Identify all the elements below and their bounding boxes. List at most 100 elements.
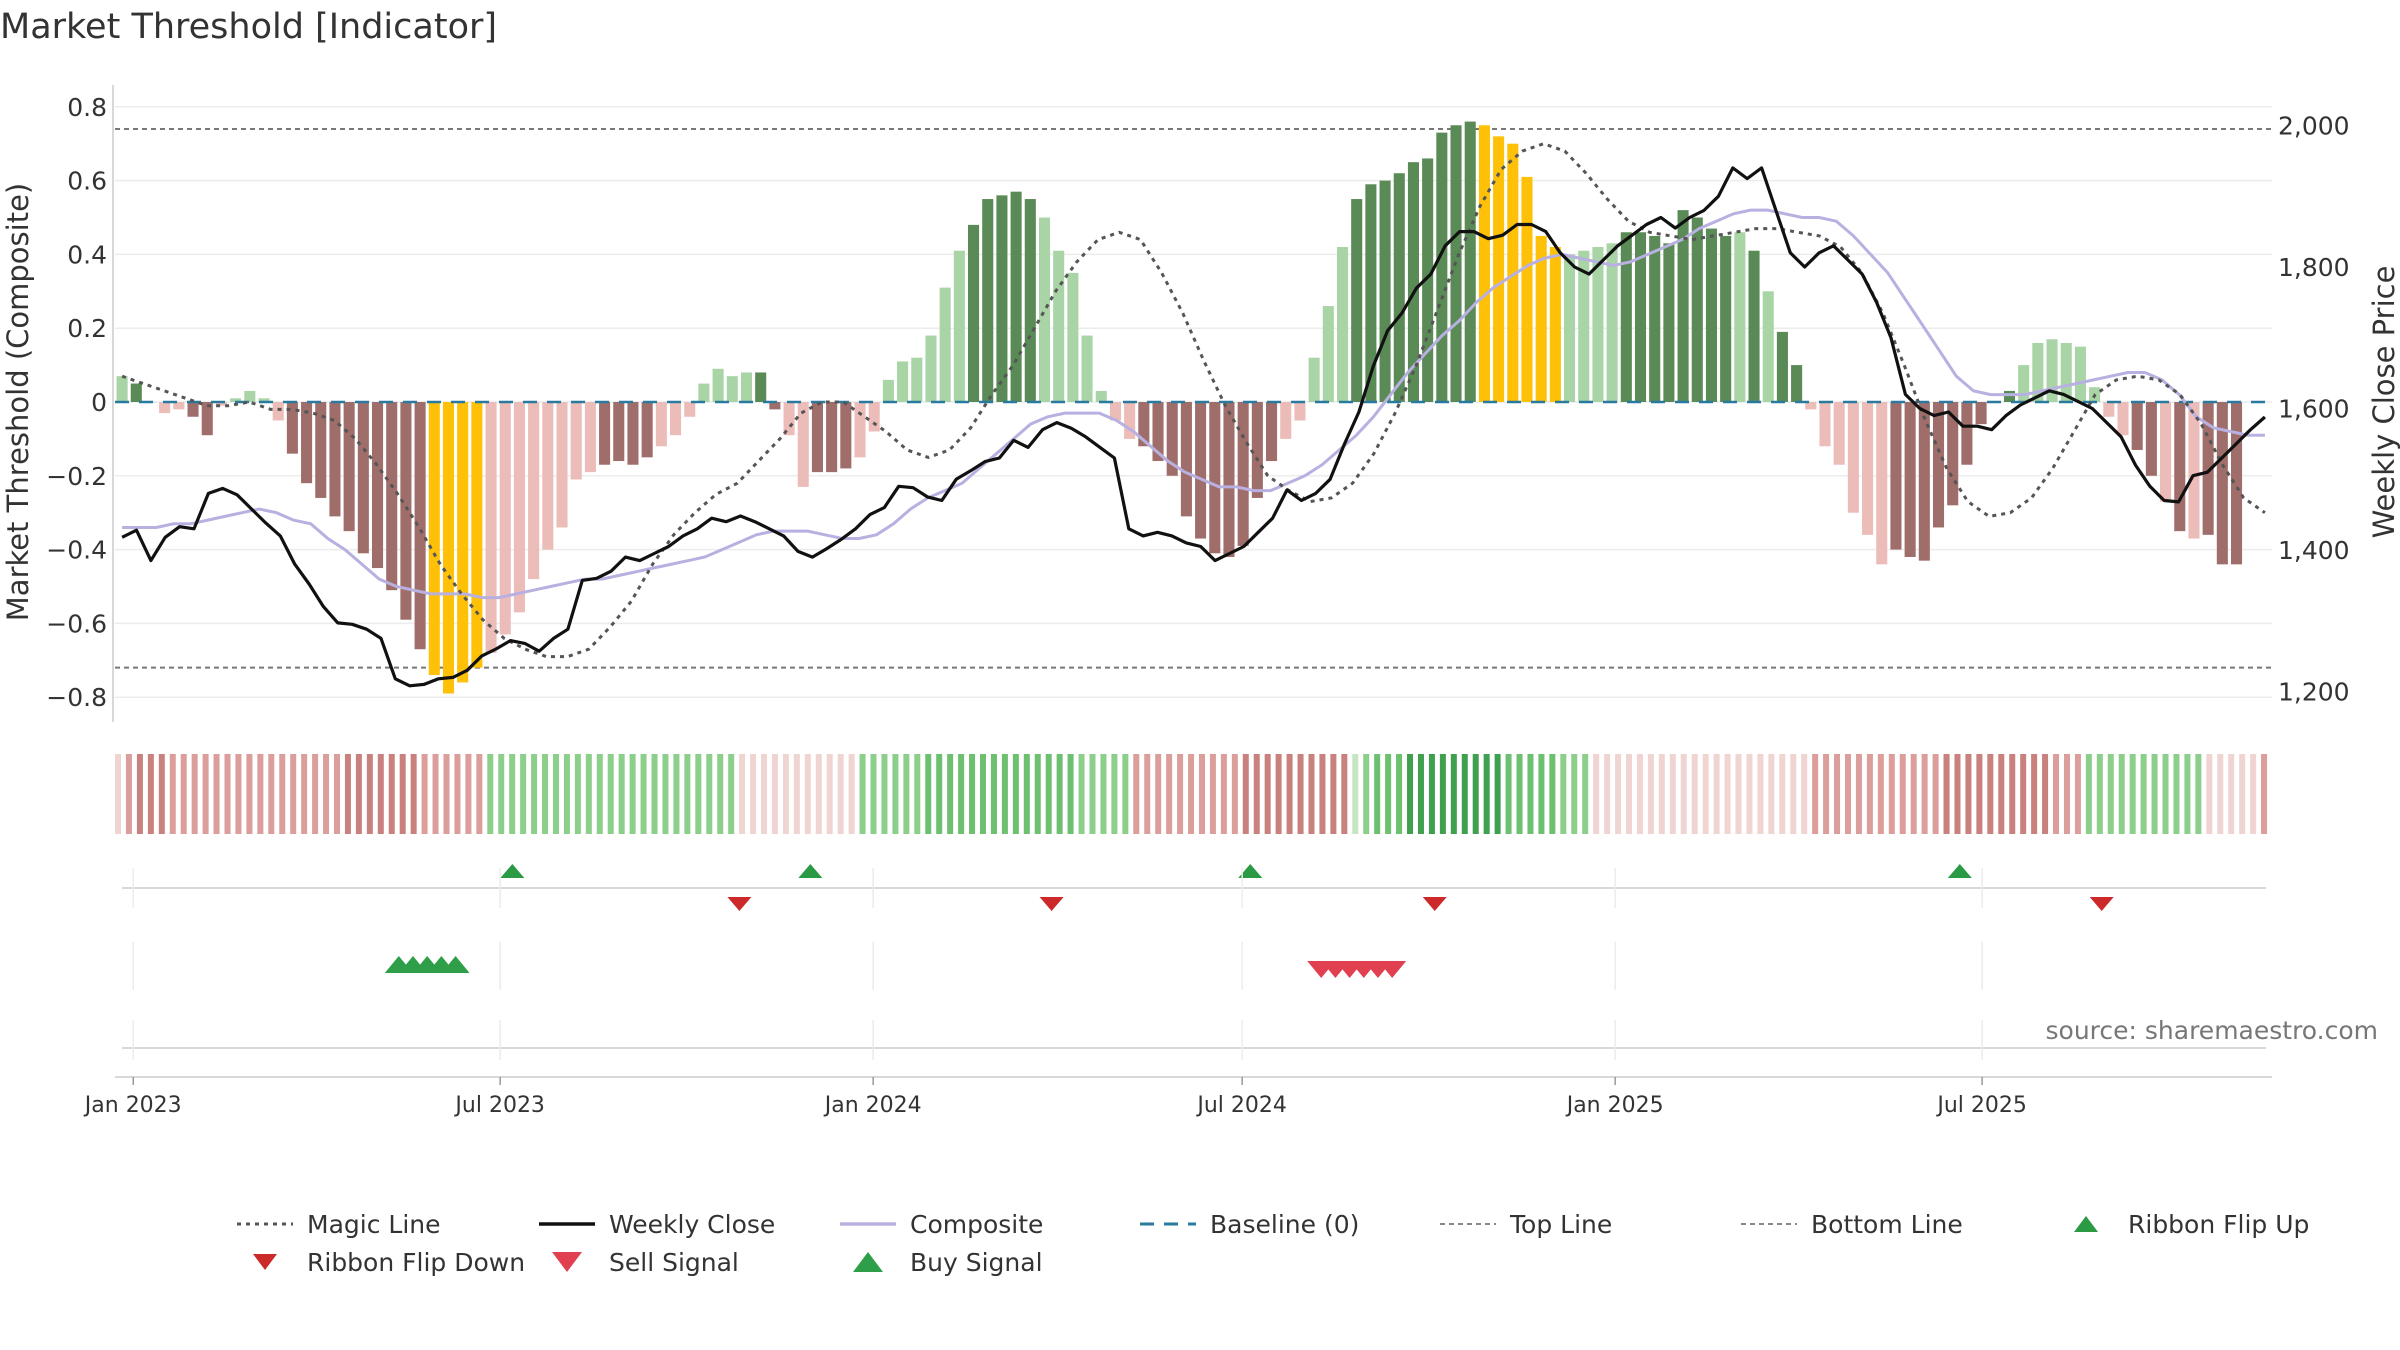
- ribbon-cell: [969, 754, 976, 834]
- ribbon-flip-up-marker: [1947, 864, 1972, 878]
- ribbon-cell: [1801, 754, 1808, 834]
- composite-bar: [1620, 232, 1632, 402]
- ribbon-cell: [1560, 754, 1567, 834]
- composite-bar: [400, 402, 412, 620]
- ribbon-cell: [1855, 754, 1862, 834]
- ribbon-cell: [257, 754, 264, 834]
- ribbon-cell: [1582, 754, 1589, 834]
- ribbon-cell: [1439, 754, 1446, 834]
- legend-symbol: [552, 1252, 582, 1272]
- composite-bar: [244, 390, 256, 402]
- composite-bar: [2060, 342, 2072, 402]
- y2-tick-label: 1,600: [2278, 395, 2350, 424]
- legend-label: Magic Line: [307, 1210, 441, 1239]
- ribbon-cell: [1166, 754, 1173, 834]
- ribbon-cell: [706, 754, 713, 834]
- ribbon-cell: [509, 754, 516, 834]
- composite-bar: [2117, 402, 2129, 436]
- composite-bar: [1095, 390, 1107, 402]
- composite-bar: [315, 402, 327, 498]
- composite-bar: [286, 402, 298, 454]
- composite-line: [122, 208, 2265, 600]
- composite-bar: [1748, 250, 1760, 402]
- ribbon-cell: [377, 754, 384, 834]
- composite-bar: [116, 376, 128, 402]
- composite-bar: [258, 398, 270, 402]
- ribbon-cell: [1363, 754, 1370, 834]
- ribbon-cell: [2118, 754, 2125, 834]
- legend-label: Composite: [910, 1210, 1043, 1239]
- composite-bar: [996, 195, 1008, 402]
- composite-bar: [215, 402, 227, 406]
- composite-bar: [2131, 402, 2143, 450]
- ribbon-cell: [1998, 754, 2005, 834]
- composite-bar: [201, 402, 213, 436]
- legend-item-top: Top Line: [1440, 1210, 1612, 1239]
- ribbon-cell: [1976, 754, 1983, 834]
- ribbon-flip-markers: [122, 864, 2266, 911]
- ribbon-cell: [136, 754, 143, 834]
- composite-bar: [414, 402, 426, 650]
- composite-bar: [1833, 402, 1845, 465]
- composite-bar: [343, 402, 355, 532]
- ribbon-cell: [1921, 754, 1928, 834]
- ribbon-cell: [1746, 754, 1753, 834]
- y2-axis-title: Weekly Close Price: [2367, 266, 2400, 539]
- ribbon-cell: [1713, 754, 1720, 834]
- ribbon-cell: [2184, 754, 2191, 834]
- ribbon-cell: [432, 754, 439, 834]
- series-lines: [115, 142, 2272, 688]
- ribbon-cell: [1494, 754, 1501, 834]
- composite-bar: [442, 402, 455, 694]
- ribbon-cell: [1450, 754, 1457, 834]
- ribbon-cell: [585, 754, 592, 834]
- ribbon-cell: [1122, 754, 1129, 834]
- composite-bar: [982, 199, 994, 402]
- ribbon-flip-up-marker: [1238, 864, 1263, 878]
- ribbon-cell: [191, 754, 198, 834]
- ribbon-cell: [903, 754, 910, 834]
- ribbon-cell: [2195, 754, 2202, 834]
- composite-bar: [2103, 402, 2115, 417]
- ribbon-flip-down-marker: [1039, 897, 1064, 911]
- ribbon-cell: [684, 754, 691, 834]
- ribbon-cell: [1374, 754, 1381, 834]
- composite-bar: [272, 402, 284, 421]
- composite-bar: [357, 402, 369, 554]
- ribbon-cell: [859, 754, 866, 834]
- composite-bar: [1663, 243, 1675, 402]
- ribbon-cell: [1056, 754, 1063, 834]
- composite-bar: [2145, 402, 2157, 476]
- composite-bar: [230, 398, 242, 402]
- ribbon-cell: [1505, 754, 1512, 834]
- ribbon-cell: [881, 754, 888, 834]
- ribbon-cell: [2129, 754, 2136, 834]
- ribbon-cell: [1111, 754, 1118, 834]
- composite-bar: [457, 402, 469, 683]
- ribbon-cell: [366, 754, 373, 834]
- ribbon-cell: [826, 754, 833, 834]
- composite-bar: [769, 402, 781, 410]
- ribbon-cell: [125, 754, 132, 834]
- composite-bar: [1493, 136, 1505, 402]
- composite-bar: [1152, 402, 1164, 462]
- ribbon-cell: [1209, 754, 1216, 834]
- ribbon-cell: [1625, 754, 1633, 834]
- legend-label: Ribbon Flip Up: [2128, 1210, 2309, 1239]
- ribbon-cell: [552, 754, 559, 834]
- ribbon-cell: [2173, 754, 2180, 834]
- ribbon-cell: [750, 754, 757, 834]
- ribbon-cell: [1428, 754, 1435, 834]
- ribbon-cell: [531, 754, 538, 834]
- composite-bar: [471, 402, 483, 668]
- ribbon-cell: [607, 754, 614, 834]
- ribbon-cell: [2009, 754, 2016, 834]
- composite-bar: [1564, 254, 1576, 402]
- composite-bar: [1266, 402, 1278, 462]
- ribbon-cell: [848, 754, 855, 834]
- legend-label: Weekly Close: [609, 1210, 775, 1239]
- composite-bar: [1578, 250, 1590, 402]
- ribbon-cell: [717, 754, 724, 834]
- legend-label: Top Line: [1509, 1210, 1612, 1239]
- composite-bar: [1507, 143, 1519, 402]
